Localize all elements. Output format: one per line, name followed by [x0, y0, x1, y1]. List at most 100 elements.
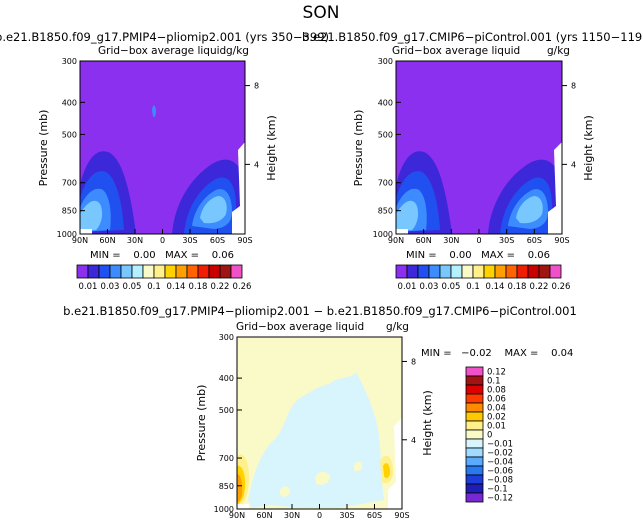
pressure-axis-label: Pressure (mb) [37, 110, 50, 187]
y-tick-label: 1000 [214, 505, 234, 514]
colorbar-box [186, 264, 199, 279]
colorbar-box [406, 264, 419, 279]
x-tick-label: 90S [237, 236, 252, 245]
colorbar-box [395, 264, 408, 279]
x-tick-label: 60N [99, 236, 115, 245]
contour-fill [396, 200, 419, 231]
colorbar-box [538, 264, 551, 279]
colorbar-box [76, 264, 89, 279]
colorbar-box [153, 264, 166, 279]
y-tick-label: 400 [62, 98, 77, 107]
var-label: Grid−box average liquid [392, 45, 520, 57]
colorbar-box [142, 264, 155, 279]
x-tick-label: 30N [284, 511, 300, 520]
contour-fill [280, 486, 290, 497]
colorbar: 0.01 0.03 0.05 0.1 0.14 0.18 0.22 0.26 [76, 264, 252, 292]
units-label: g/kg [386, 321, 409, 333]
contour-fill [152, 105, 156, 118]
colorbar-box [230, 264, 243, 279]
y-tick-label: 500 [219, 406, 234, 415]
colorbar-box [465, 402, 484, 413]
contour-fill [248, 372, 384, 508]
colorbar-label: 0.18 [508, 282, 527, 292]
colorbar-label: 0.18 [189, 282, 208, 292]
colorbar-label: 0.1 [147, 282, 161, 292]
difference-title: b.e21.B1850.f09_g17.PMIP4−pliomip2.001 −… [63, 304, 577, 318]
y2-tick-label: 4 [254, 160, 259, 169]
min-max-stats: MIN = 0.00 MAX = 0.06 [90, 250, 234, 261]
y2-tick-label: 8 [571, 82, 576, 91]
season-title: SON [303, 3, 340, 23]
colorbar-label: −0.02 [487, 449, 513, 459]
colorbar-label: 0.1 [487, 377, 501, 387]
pressure-axis-label: Pressure (mb) [195, 385, 208, 462]
colorbar-box [465, 366, 484, 377]
y-tick-label: 300 [219, 333, 234, 342]
colorbar-box [465, 420, 484, 431]
colorbar-box [465, 411, 484, 422]
colorbar-box [516, 264, 529, 279]
y-tick-label: 500 [378, 130, 393, 139]
panel-difference: Grid−box average liquid g/kg 90N 60N 30N 0 3… [195, 321, 573, 520]
colorbar-label: −0.01 [487, 440, 513, 450]
y-tick-label: 850 [378, 207, 393, 216]
colorbar-box [131, 264, 144, 279]
var-label: Grid−box average liquid [98, 45, 226, 57]
contour-field [237, 337, 402, 509]
contour-field [80, 61, 245, 234]
colorbar-box [175, 264, 188, 279]
colorbar-label: −0.12 [487, 494, 513, 504]
units-label: g/kg [226, 45, 249, 57]
height-axis-label: Height (km) [265, 115, 278, 181]
x-tick-label: 30N [127, 236, 143, 245]
x-tick-label: 60S [367, 511, 382, 520]
colorbar-box [439, 264, 452, 279]
colorbar-label: 0.26 [233, 282, 252, 292]
contour-fill [315, 471, 330, 485]
height-axis-label: Height (km) [421, 390, 434, 456]
y2-tick-label: 8 [411, 357, 416, 366]
colorbar-box [197, 264, 210, 279]
colorbar-box [494, 264, 507, 279]
left-run-title: b.e21.B1850.f09_g17.PMIP4−pliomip2.001 (… [0, 30, 329, 44]
missing-data [388, 418, 402, 509]
colorbar-box [109, 264, 122, 279]
colorbar-box [465, 438, 484, 449]
y-tick-label: 1000 [373, 230, 393, 239]
colorbar-label: −0.06 [487, 467, 513, 477]
y-tick-label: 850 [62, 207, 77, 216]
panel-right: Grid−box average liquid g/kg 90N 60N 30N 0 3… [352, 45, 595, 292]
y-tick-label: 400 [378, 98, 393, 107]
y-tick-label: 700 [378, 179, 393, 188]
y-tick-label: 850 [219, 482, 234, 491]
colorbar-box [465, 465, 484, 476]
colorbar-label: 0.22 [530, 282, 549, 292]
x-tick-label: 90N [72, 236, 88, 245]
colorbar-label: 0.26 [552, 282, 571, 292]
pressure-axis-label: Pressure (mb) [352, 110, 365, 187]
colorbar-box [472, 264, 485, 279]
x-tick-label: 90S [554, 236, 569, 245]
colorbar-box [465, 375, 484, 386]
colorbar-label: 0.01 [79, 282, 98, 292]
colorbar-box [87, 264, 100, 279]
y2-tick-label: 4 [571, 160, 576, 169]
y-tick-label: 300 [378, 57, 393, 66]
colorbar-box [465, 456, 484, 467]
x-tick-label: 60S [527, 236, 542, 245]
contour-field [396, 61, 562, 234]
x-tick-label: 0 [317, 511, 322, 520]
y-tick-label: 500 [62, 130, 77, 139]
x-tick-label: 60N [256, 511, 272, 520]
colorbar-label: 0.06 [487, 395, 506, 405]
x-tick-label: 90N [388, 236, 404, 245]
colorbar-label: −0.1 [487, 485, 508, 495]
colorbar: 0.120.10.080.060.040.020.010−0.01−0.02−0… [465, 366, 513, 504]
missing-data [80, 229, 92, 234]
colorbar-label: 0.1 [466, 282, 480, 292]
colorbar-label: 0.14 [486, 282, 505, 292]
x-tick-label: 90S [394, 511, 409, 520]
colorbar-box [208, 264, 221, 279]
colorbar-box [549, 264, 562, 279]
x-tick-label: 30S [182, 236, 197, 245]
